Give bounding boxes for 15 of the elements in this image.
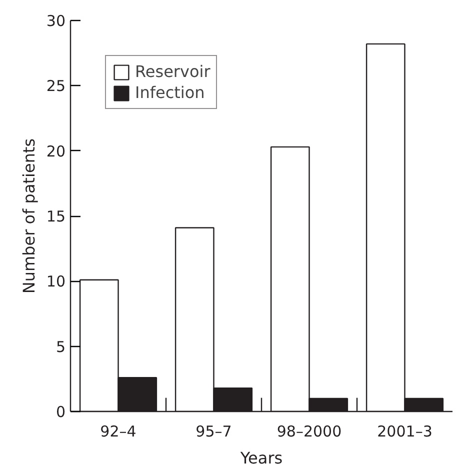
x-tick-label: 2001–3	[377, 422, 432, 440]
x-axis-title: Years	[239, 448, 283, 468]
y-tick-label: 25	[46, 77, 66, 96]
x-tick-label: 92–4	[100, 422, 136, 440]
x-tick-label: 98–2000	[276, 422, 342, 440]
legend-label: Reservoir	[135, 62, 210, 81]
y-tick-label: 0	[56, 403, 66, 421]
y-tick-label: 20	[46, 142, 66, 160]
y-axis-title: Number of patients	[19, 138, 38, 294]
y-tick-label: 15	[46, 208, 66, 226]
y-tick-label: 5	[56, 338, 66, 356]
y-tick-label: 10	[46, 272, 66, 291]
x-tick-label: 95–7	[196, 422, 232, 440]
legend-label: Infection	[135, 83, 205, 102]
y-tick-label: 30	[46, 12, 66, 30]
